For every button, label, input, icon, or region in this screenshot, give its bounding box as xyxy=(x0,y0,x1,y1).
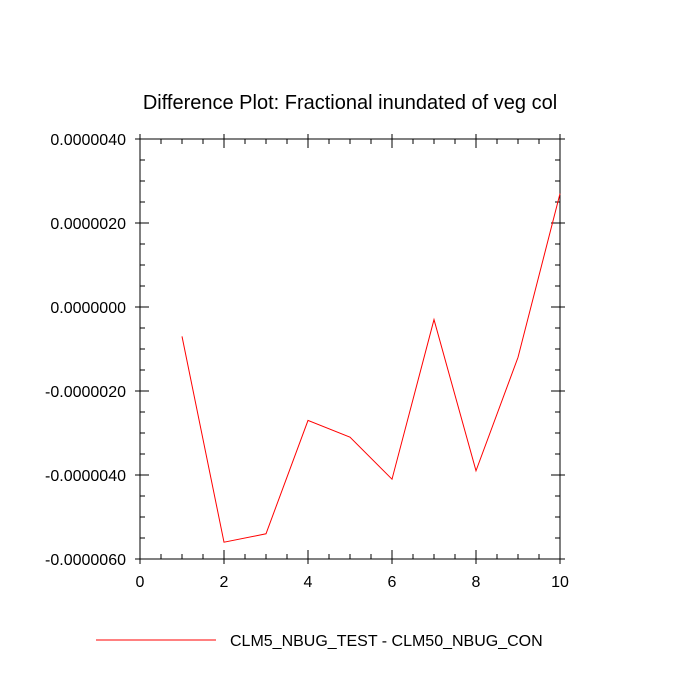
x-tick-label: 6 xyxy=(388,574,397,591)
y-tick-label: 0.0000040 xyxy=(50,132,126,149)
series-lines xyxy=(181,193,561,543)
axis-ticks xyxy=(135,134,565,564)
x-tick-label: 2 xyxy=(220,574,229,591)
y-tick-label: -0.0000040 xyxy=(45,468,126,485)
y-tick-label: -0.0000060 xyxy=(45,552,126,569)
legend: CLM5_NBUG_TEST - CLM50_NBUG_CON xyxy=(96,633,543,650)
x-tick-label: 10 xyxy=(551,574,569,591)
series-line-0 xyxy=(181,193,561,543)
y-tick-label: -0.0000020 xyxy=(45,384,126,401)
y-tick-label: 0.0000000 xyxy=(50,300,126,317)
plot-border xyxy=(139,138,561,560)
plot-frame xyxy=(139,138,561,560)
x-tick-label: 8 xyxy=(472,574,481,591)
x-tick-label: 4 xyxy=(304,574,313,591)
axis-tick-labels: 0 2 4 6 8 10 0.0000040 0.0000020 0.0000000 -0.000… xyxy=(45,132,569,591)
legend-label: CLM5_NBUG_TEST - CLM50_NBUG_CON xyxy=(230,633,543,650)
x-tick-label: 0 xyxy=(136,574,145,591)
y-tick-label: 0.0000020 xyxy=(50,216,126,233)
chart-title: Difference Plot: Fractional inundated of… xyxy=(143,92,557,114)
